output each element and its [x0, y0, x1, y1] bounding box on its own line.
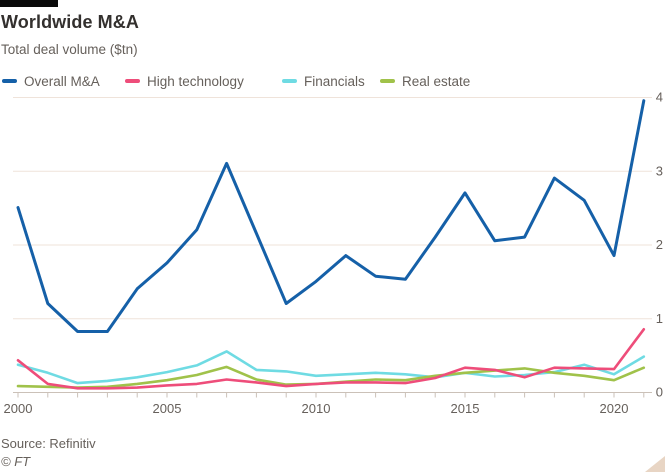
y-axis-label: 1	[656, 311, 663, 326]
ft-copyright: © FT	[1, 454, 31, 469]
legend-marker-high-technology-icon	[125, 79, 140, 83]
resize-handle-icon	[645, 456, 665, 472]
x-axis-label: 2015	[451, 401, 480, 416]
line-high-technology	[16, 327, 646, 390]
y-axis-label: 4	[656, 90, 663, 105]
x-axis-label: 2005	[153, 401, 182, 416]
source-line: Source: Refinitiv	[1, 436, 96, 451]
chart-subtitle: Total deal volume ($tn)	[1, 42, 138, 57]
legend: Overall M&A High technology Financials R…	[0, 73, 665, 91]
y-axis-label: 3	[656, 163, 663, 178]
legend-label-financials: Financials	[304, 73, 365, 89]
x-axis-label: 2020	[600, 401, 629, 416]
legend-item-real-estate: Real estate	[380, 73, 470, 89]
legend-label-real-estate: Real estate	[402, 73, 471, 89]
legend-label-high-technology: High technology	[147, 73, 244, 89]
legend-label-overall-ma: Overall M&A	[24, 73, 100, 89]
legend-item-high-technology: High technology	[125, 73, 244, 89]
legend-marker-financials-icon	[282, 79, 297, 83]
x-axis-label: 2000	[4, 401, 33, 416]
y-axis-label: 0	[656, 385, 663, 400]
y-axis-label: 2	[656, 237, 663, 252]
line-financials	[16, 350, 646, 385]
chart-title: Worldwide M&A	[1, 12, 139, 32]
legend-marker-real-estate-icon	[380, 79, 395, 83]
x-axis-label: 2010	[302, 401, 331, 416]
legend-item-financials: Financials	[282, 73, 365, 89]
line-overall-m-a	[16, 99, 646, 333]
ft-brand-bar	[0, 0, 58, 7]
legend-marker-overall-ma-icon	[2, 79, 17, 83]
legend-item-overall-ma: Overall M&A	[2, 73, 100, 89]
